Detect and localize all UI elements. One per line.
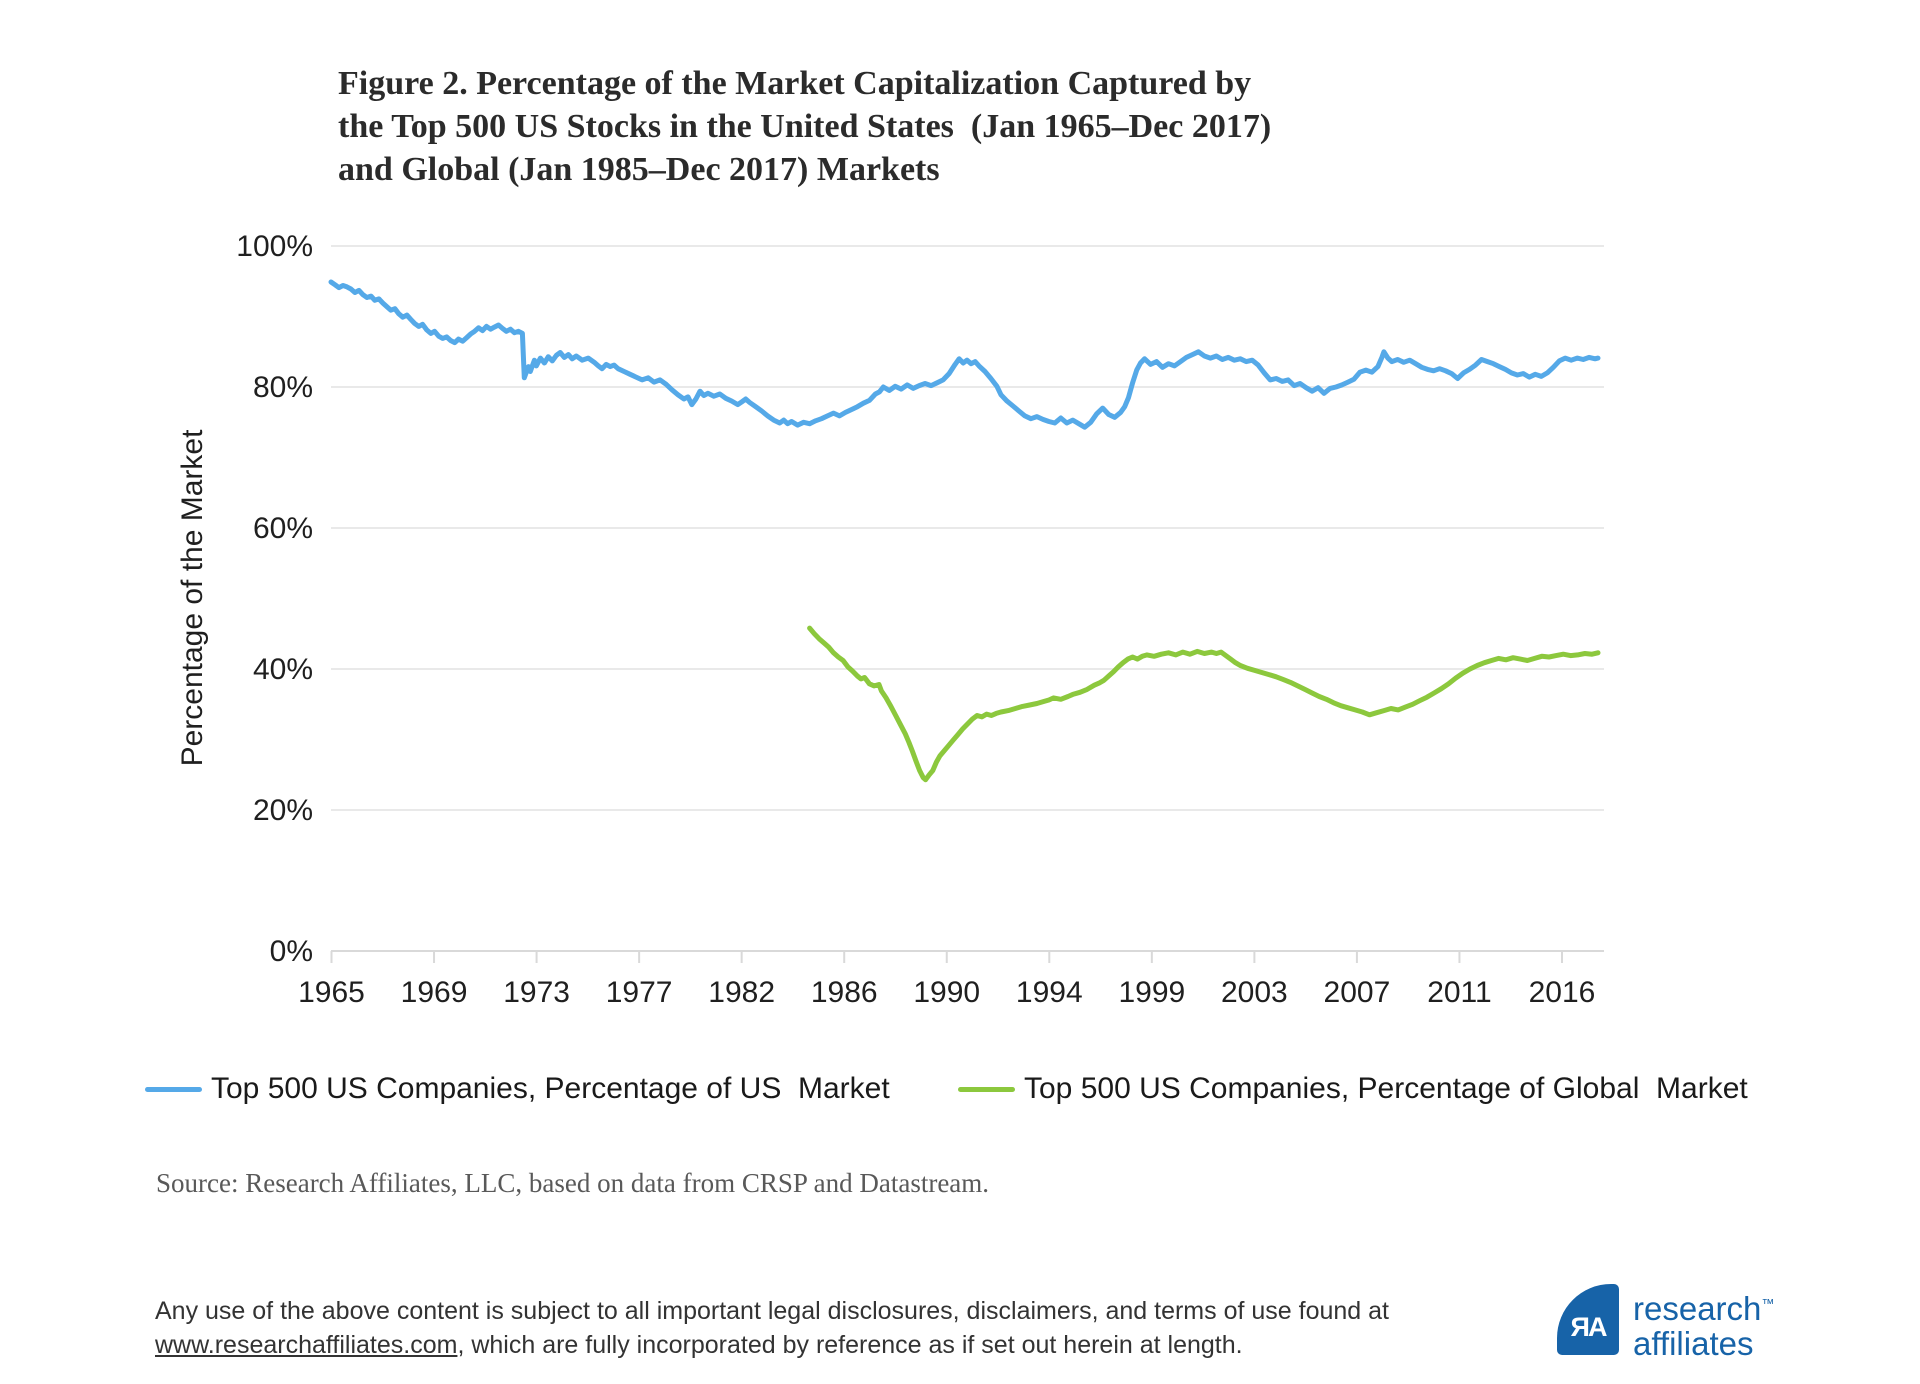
legend-item-us-market: Top 500 US Companies, Percentage of US M… [145,1071,890,1107]
y-tick-label: 0% [270,935,313,968]
ra-monogram: ЯA [1570,1312,1608,1342]
logo-word-research: research [1633,1290,1762,1327]
x-tick-label: 2003 [1221,976,1288,1009]
x-tick-label: 1965 [298,976,365,1009]
research-affiliates-logo-icon: ЯA [1557,1284,1619,1355]
figure-title-line1: Figure 2. Percentage of the Market Capit… [338,65,1252,102]
us-market-legend-swatch [145,1086,202,1092]
figure-title: Figure 2. Percentage of the Market Capit… [338,62,1271,191]
y-tick-label: 20% [253,794,313,827]
x-tick-label: 1969 [401,976,468,1009]
x-tick-label: 2016 [1529,976,1596,1009]
y-tick-label: 80% [253,371,313,404]
us-market-series-line [328,279,1601,430]
y-tick-label: 100% [236,230,313,263]
x-tick-label: 1982 [708,976,775,1009]
legal-disclaimer-line1: Any use of the above content is subject … [155,1297,1389,1325]
x-tick-label: 1994 [1016,976,1083,1009]
legal-disclaimer-line2: www.researchaffiliates.com, which are fu… [155,1328,1389,1362]
global-market-legend-label: Top 500 US Companies, Percentage of Glob… [1024,1072,1748,1105]
y-tick-label: 60% [253,512,313,545]
legal-disclaimer: Any use of the above content is subject … [155,1294,1389,1362]
global-market-series-line [807,625,1601,783]
source-note: Source: Research Affiliates, LLC, based … [156,1168,990,1198]
figure-title-line3: and Global (Jan 1985–Dec 2017) Markets [338,151,940,188]
research-affiliates-wordmark: research™ affiliates [1633,1286,1774,1361]
global-market-legend-swatch [958,1086,1015,1092]
y-tick-label: 40% [253,653,313,686]
x-tick-label: 1999 [1118,976,1185,1009]
legend-item-global-market: Top 500 US Companies, Percentage of Glob… [958,1071,1748,1107]
us-market-legend-label: Top 500 US Companies, Percentage of US M… [211,1072,890,1105]
x-tick-label: 2007 [1324,976,1391,1009]
logo-word-affiliates: affiliates [1633,1325,1754,1362]
x-tick-label: 1986 [811,976,878,1009]
researchaffiliates-link[interactable]: www.researchaffiliates.com [155,1331,458,1359]
x-tick-label: 2011 [1427,976,1492,1009]
x-tick-label: 1973 [503,976,570,1009]
figure-title-line2: the Top 500 US Stocks in the United Stat… [338,108,1272,145]
trademark-symbol: ™ [1761,1296,1775,1311]
legal-disclaimer-line2-rest: , which are fully incorporated by refere… [457,1331,1243,1359]
x-tick-label: 1990 [913,976,980,1009]
chart-plot: 1965 1969 1973 1977 1982 1986 1990 1994 1999 2003… [236,230,1604,1009]
x-tick-label: 1977 [606,976,673,1009]
